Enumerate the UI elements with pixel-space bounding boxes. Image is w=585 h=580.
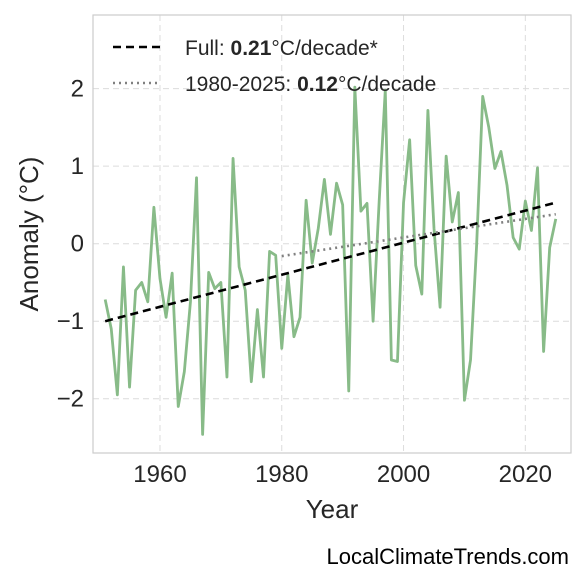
x-axis-label: Year — [306, 494, 359, 524]
trend-line-full — [104, 201, 557, 323]
x-tick-label: 2020 — [499, 461, 552, 488]
plot-frame — [92, 14, 572, 454]
legend-entry-full: Full: 0.21°C/decade* — [185, 37, 378, 60]
y-tick-label: −2 — [57, 386, 84, 413]
legend: Full: 0.21°C/decade* 1980-2025: 0.12°C/d… — [113, 37, 436, 96]
y-tick-labels: −2 −1 0 1 2 — [57, 76, 84, 413]
grid — [93, 15, 571, 453]
y-axis-label: Anomaly (°C) — [14, 157, 44, 312]
x-tick-label: 1980 — [255, 461, 308, 488]
trend-line-1980 — [281, 212, 556, 258]
series-layer — [103, 85, 558, 436]
y-tick-label: −1 — [57, 308, 84, 335]
x-tick-labels: 1960 1980 2000 2020 — [133, 461, 552, 488]
y-tick-label: 1 — [71, 153, 84, 180]
y-tick-label: 2 — [71, 76, 84, 103]
x-tick-label: 1960 — [133, 461, 186, 488]
legend-entry-1980: 1980-2025: 0.12°C/decade — [185, 73, 436, 96]
x-tick-label: 2000 — [377, 461, 430, 488]
y-tick-label: 0 — [71, 231, 84, 258]
watermark: LocalClimateTrends.com — [326, 544, 570, 569]
anomaly-line — [103, 85, 558, 436]
